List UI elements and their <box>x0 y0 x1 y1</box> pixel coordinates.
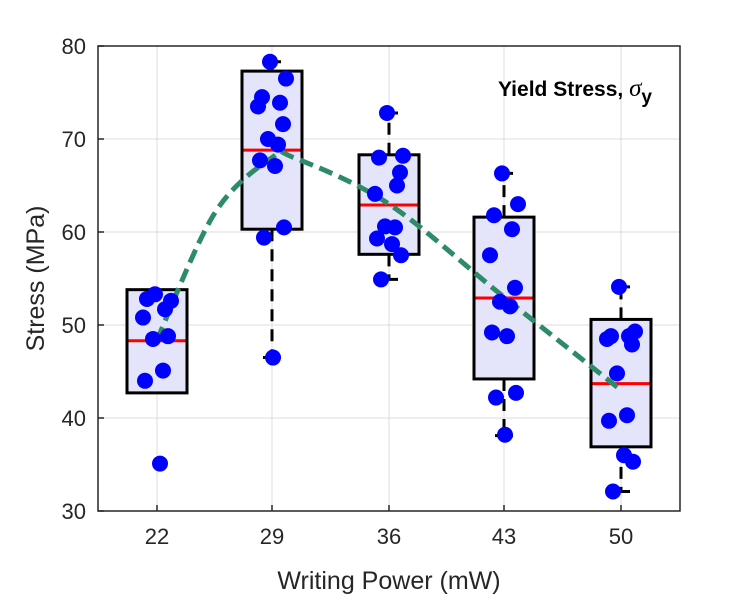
data-point <box>619 407 635 424</box>
annotation-subscript: y <box>641 87 652 108</box>
y-tick-label: 40 <box>62 406 86 431</box>
annotation-symbol: σ <box>629 75 643 102</box>
data-point <box>494 165 510 182</box>
data-point <box>250 98 266 115</box>
x-tick-label: 29 <box>260 524 284 549</box>
data-point <box>395 147 411 164</box>
y-tick-label: 60 <box>62 220 86 245</box>
data-point <box>137 372 153 389</box>
data-point <box>387 219 403 236</box>
data-point <box>270 136 286 153</box>
data-points <box>135 53 643 500</box>
data-point <box>152 455 168 472</box>
data-point <box>624 336 640 353</box>
data-point <box>605 483 621 500</box>
data-point <box>599 330 615 347</box>
y-tick-label: 30 <box>62 499 86 524</box>
data-point <box>276 219 292 236</box>
x-tick-labels: 22 29 36 43 50 <box>145 505 633 549</box>
data-point <box>275 116 291 133</box>
data-point <box>611 278 627 295</box>
data-point <box>272 94 288 111</box>
data-point <box>502 298 518 315</box>
data-point <box>155 362 171 379</box>
y-tick-label: 70 <box>62 127 86 152</box>
data-point <box>135 309 151 326</box>
x-tick-label: 50 <box>609 524 633 549</box>
data-point <box>504 221 520 238</box>
data-point <box>499 328 515 345</box>
data-point <box>393 247 409 264</box>
data-point <box>601 412 617 429</box>
data-point <box>508 384 524 401</box>
data-point <box>389 177 405 194</box>
y-tick-labels: 30 40 50 60 70 80 <box>62 34 104 524</box>
data-point <box>379 104 395 121</box>
data-point <box>371 149 387 166</box>
data-point <box>160 328 176 345</box>
box-29 <box>240 60 304 360</box>
data-point <box>139 290 155 307</box>
data-point <box>262 53 278 70</box>
x-tick-label: 36 <box>377 524 401 549</box>
data-point <box>486 207 502 224</box>
data-point <box>507 279 523 296</box>
data-point <box>145 330 161 347</box>
data-point <box>609 365 625 382</box>
data-point <box>252 152 268 169</box>
data-point <box>625 453 641 470</box>
data-point <box>278 70 294 87</box>
x-tick-label: 43 <box>492 524 516 549</box>
annotation-text: Yield Stress, <box>498 78 629 101</box>
data-point <box>367 185 383 202</box>
data-point <box>392 164 408 181</box>
data-point <box>497 426 513 443</box>
data-point <box>384 236 400 253</box>
data-point <box>484 324 500 341</box>
data-point <box>373 271 389 288</box>
data-point <box>267 157 283 174</box>
data-point <box>488 389 504 406</box>
x-tick-label: 22 <box>145 524 169 549</box>
data-point <box>482 247 498 264</box>
data-point <box>510 196 526 213</box>
data-point <box>265 349 281 366</box>
y-axis-label: Stress (MPa) <box>22 206 50 352</box>
data-point <box>369 230 385 247</box>
data-point <box>157 301 173 318</box>
chart-annotation: Yield Stress, σy <box>498 75 652 108</box>
y-tick-label: 80 <box>62 34 86 59</box>
x-axis-label: Writing Power (mW) <box>277 567 500 595</box>
y-tick-label: 50 <box>62 313 86 338</box>
data-point <box>256 229 272 246</box>
